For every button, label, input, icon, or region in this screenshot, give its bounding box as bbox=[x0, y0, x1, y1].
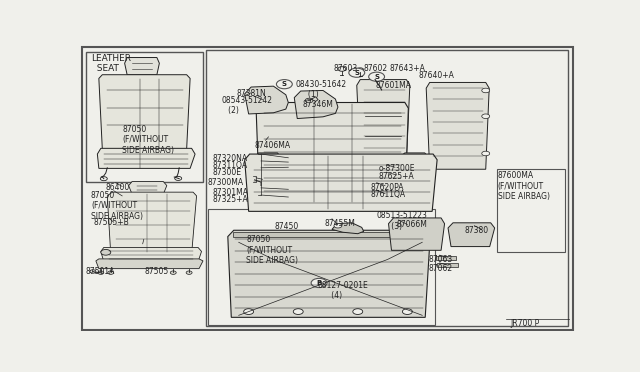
Circle shape bbox=[293, 309, 303, 314]
Text: o-87300E: o-87300E bbox=[379, 164, 415, 173]
Text: 87050
(F/WITHOUT
SIDE AIRBAG): 87050 (F/WITHOUT SIDE AIRBAG) bbox=[246, 235, 298, 265]
Polygon shape bbox=[233, 232, 425, 237]
Polygon shape bbox=[255, 153, 281, 203]
Text: 87455M: 87455M bbox=[324, 219, 355, 228]
Text: 87643+A: 87643+A bbox=[390, 64, 426, 73]
Text: 87625+A: 87625+A bbox=[379, 172, 414, 181]
Polygon shape bbox=[125, 58, 159, 75]
Circle shape bbox=[276, 80, 292, 89]
Text: 08127-0201E
      (4): 08127-0201E (4) bbox=[317, 281, 368, 300]
Bar bbox=[86, 52, 202, 182]
Circle shape bbox=[353, 309, 363, 314]
Polygon shape bbox=[256, 103, 408, 203]
Circle shape bbox=[334, 223, 342, 228]
Text: 08543-51242
   (2): 08543-51242 (2) bbox=[221, 96, 273, 115]
Circle shape bbox=[372, 77, 378, 81]
Polygon shape bbox=[244, 86, 288, 114]
Polygon shape bbox=[99, 75, 190, 149]
Polygon shape bbox=[400, 153, 428, 203]
Text: 87346M: 87346M bbox=[302, 100, 333, 109]
Circle shape bbox=[101, 250, 111, 255]
Text: S: S bbox=[355, 70, 359, 76]
Text: 08430-51642
     (1): 08430-51642 (1) bbox=[296, 80, 347, 99]
Text: 87501A: 87501A bbox=[86, 267, 115, 276]
Polygon shape bbox=[294, 90, 338, 119]
Text: B: B bbox=[316, 280, 322, 286]
Text: 87050
(F/WITHOUT
SIDE AIRBAG): 87050 (F/WITHOUT SIDE AIRBAG) bbox=[122, 125, 174, 155]
Text: 87300MA: 87300MA bbox=[208, 178, 244, 187]
Text: 87602: 87602 bbox=[364, 64, 388, 73]
Polygon shape bbox=[108, 192, 196, 254]
Text: S: S bbox=[282, 81, 287, 87]
Text: 87600MA
(F/WITHOUT
SIDE AIRBAG): 87600MA (F/WITHOUT SIDE AIRBAG) bbox=[498, 171, 550, 201]
Text: 87603: 87603 bbox=[334, 64, 358, 73]
Circle shape bbox=[248, 174, 260, 181]
Circle shape bbox=[403, 309, 412, 314]
Polygon shape bbox=[129, 182, 167, 194]
Polygon shape bbox=[244, 154, 437, 211]
Text: 87601MA: 87601MA bbox=[375, 81, 411, 90]
Circle shape bbox=[186, 271, 192, 275]
Text: 87381N: 87381N bbox=[236, 89, 266, 98]
Text: LEATHER
  SEAT: LEATHER SEAT bbox=[91, 54, 131, 73]
Circle shape bbox=[356, 68, 364, 72]
Text: 87325+A: 87325+A bbox=[213, 195, 249, 204]
Text: 87406MA: 87406MA bbox=[255, 141, 291, 150]
Text: 87066M: 87066M bbox=[396, 220, 428, 229]
Circle shape bbox=[482, 88, 490, 93]
Polygon shape bbox=[96, 259, 203, 269]
Text: 87300E: 87300E bbox=[213, 168, 242, 177]
Text: 08513-51223
      (3): 08513-51223 (3) bbox=[376, 211, 428, 231]
Bar bbox=[208, 209, 435, 325]
Text: JR700 P: JR700 P bbox=[511, 319, 540, 328]
Circle shape bbox=[311, 278, 327, 288]
Text: 87380: 87380 bbox=[465, 226, 488, 235]
Circle shape bbox=[98, 271, 104, 275]
Polygon shape bbox=[436, 256, 456, 260]
Bar bbox=[207, 49, 568, 326]
Polygon shape bbox=[437, 263, 458, 267]
Circle shape bbox=[482, 151, 490, 156]
Text: 86400: 86400 bbox=[106, 183, 130, 192]
Polygon shape bbox=[356, 80, 410, 161]
Text: 87505: 87505 bbox=[145, 267, 169, 276]
Circle shape bbox=[244, 309, 253, 314]
Text: 87063: 87063 bbox=[428, 255, 452, 264]
Circle shape bbox=[170, 271, 176, 275]
Circle shape bbox=[90, 270, 96, 273]
Bar bbox=[497, 169, 565, 252]
Polygon shape bbox=[97, 148, 195, 169]
Circle shape bbox=[482, 114, 490, 119]
Circle shape bbox=[108, 271, 114, 275]
Text: 87320NA: 87320NA bbox=[213, 154, 248, 163]
Text: 87062: 87062 bbox=[428, 264, 452, 273]
Circle shape bbox=[349, 68, 365, 77]
Polygon shape bbox=[448, 223, 495, 247]
Polygon shape bbox=[228, 230, 430, 317]
Circle shape bbox=[338, 67, 346, 71]
Circle shape bbox=[369, 72, 385, 81]
Polygon shape bbox=[388, 218, 445, 250]
Text: 87311QA: 87311QA bbox=[213, 161, 248, 170]
Text: 87050
(F/WITHOUT
SIDE AIRBAG): 87050 (F/WITHOUT SIDE AIRBAG) bbox=[91, 191, 143, 221]
Text: 87620PA: 87620PA bbox=[370, 183, 404, 192]
Polygon shape bbox=[332, 223, 364, 234]
Text: 87450: 87450 bbox=[275, 222, 299, 231]
Text: 87640+A: 87640+A bbox=[419, 71, 454, 80]
Circle shape bbox=[305, 98, 313, 103]
Text: 87301MA: 87301MA bbox=[213, 188, 249, 197]
Text: 87611QA: 87611QA bbox=[370, 190, 405, 199]
Polygon shape bbox=[101, 247, 202, 262]
Text: S: S bbox=[374, 74, 379, 80]
Polygon shape bbox=[426, 83, 489, 169]
Text: 87505+B: 87505+B bbox=[93, 218, 129, 227]
